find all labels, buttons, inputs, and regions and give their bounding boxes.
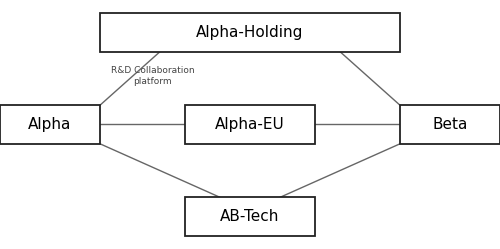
FancyBboxPatch shape	[400, 105, 500, 144]
Text: AB-Tech: AB-Tech	[220, 209, 280, 224]
Text: Alpha: Alpha	[28, 117, 72, 132]
Text: R&D Collaboration
platform: R&D Collaboration platform	[110, 66, 194, 86]
FancyBboxPatch shape	[0, 105, 100, 144]
FancyBboxPatch shape	[100, 13, 400, 52]
FancyBboxPatch shape	[185, 197, 315, 236]
Text: Beta: Beta	[432, 117, 468, 132]
Text: Alpha-EU: Alpha-EU	[215, 117, 285, 132]
FancyBboxPatch shape	[185, 105, 315, 144]
Text: Alpha-Holding: Alpha-Holding	[196, 25, 304, 40]
